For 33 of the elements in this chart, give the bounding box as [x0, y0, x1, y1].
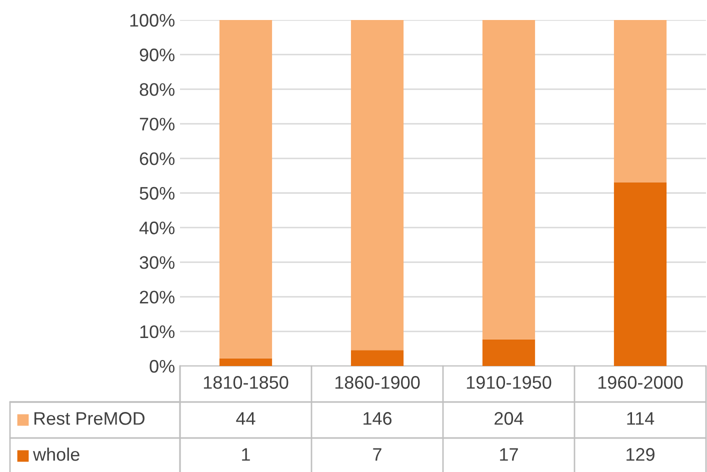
text: 129 [626, 448, 654, 461]
text: 146 [364, 412, 392, 425]
legend-label: whole [32, 448, 80, 461]
y-tick-label: 20% [140, 290, 174, 304]
text: 44 [236, 412, 256, 425]
x-tick-label: 1910-1950 [466, 376, 552, 389]
bar [482, 339, 536, 366]
y-tick-label: 50% [140, 186, 174, 200]
y-tick-label: 60% [140, 152, 174, 166]
x-tick-label: 1810-1850 [204, 376, 288, 389]
text: 114 [627, 412, 654, 425]
text: 17 [500, 448, 518, 461]
legend-label: Rest PreMOD [34, 412, 144, 425]
bar [482, 20, 536, 340]
y-tick-label: 40% [139, 222, 174, 234]
bar [614, 182, 667, 366]
text: 204 [494, 412, 524, 425]
text: 7 [373, 448, 382, 461]
y-tick-label: 30% [140, 256, 174, 269]
bar [350, 350, 404, 366]
y-tick-label: 10% [140, 325, 174, 338]
bar [350, 20, 404, 350]
y-tick-label: 80% [140, 83, 174, 96]
bar [219, 358, 272, 366]
text: 1 [242, 448, 250, 461]
x-tick-label: 1960-2000 [598, 376, 683, 389]
bar [614, 20, 667, 182]
y-tick-label: 100% [130, 14, 174, 27]
y-tick-label: 90% [140, 48, 174, 62]
y-tick-label: 70% [140, 118, 174, 131]
x-tick-label: 1860-1900 [335, 376, 420, 389]
bar [219, 20, 272, 358]
y-tick-label: 0% [150, 360, 174, 373]
